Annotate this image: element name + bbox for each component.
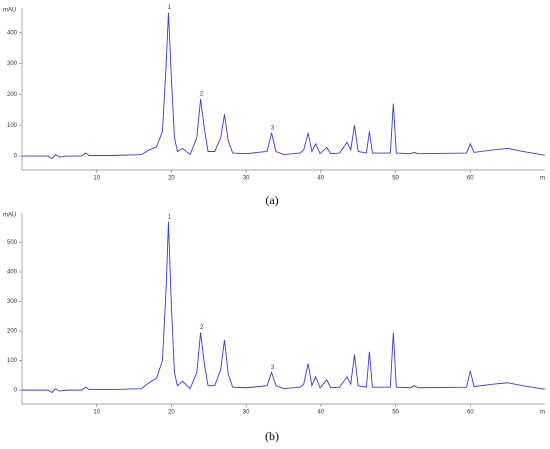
y-tick-label: 400 bbox=[7, 270, 18, 276]
peak-label: 2 bbox=[200, 92, 204, 98]
x-tick-label: 60 bbox=[467, 176, 474, 182]
y-axis-label: mAU bbox=[3, 8, 16, 14]
y-axis-label: mAU bbox=[3, 213, 16, 219]
peak-label: 3 bbox=[271, 365, 275, 371]
x-tick-label: 10 bbox=[93, 176, 100, 182]
y-tick-label: 0 bbox=[14, 154, 18, 160]
x-tick-label: 30 bbox=[243, 410, 250, 416]
x-tick-label: 20 bbox=[168, 176, 175, 182]
y-tick-label: 400 bbox=[7, 30, 18, 36]
x-tick-label: 50 bbox=[392, 410, 399, 416]
x-tick-label: 10 bbox=[93, 410, 100, 416]
y-tick-label: 100 bbox=[7, 123, 18, 129]
y-tick-label: 0 bbox=[14, 388, 18, 394]
x-tick-label: 40 bbox=[318, 176, 325, 182]
y-tick-label: 300 bbox=[7, 61, 18, 67]
peak-label: 1 bbox=[168, 214, 172, 220]
y-tick-label: 300 bbox=[7, 299, 18, 305]
caption: (a) bbox=[265, 193, 278, 207]
x-tick-label: 60 bbox=[467, 410, 474, 416]
y-tick-label: 100 bbox=[7, 358, 18, 364]
y-tick-label: 200 bbox=[7, 329, 18, 335]
chromatogram-line bbox=[22, 12, 546, 160]
x-axis-label: m bbox=[540, 176, 545, 182]
x-tick-label: 50 bbox=[392, 176, 399, 182]
y-tick-label: 500 bbox=[7, 240, 18, 246]
chromatogram-line bbox=[22, 221, 546, 394]
peak-label: 1 bbox=[168, 5, 172, 11]
x-tick-label: 30 bbox=[243, 176, 250, 182]
x-tick-label: 40 bbox=[318, 410, 325, 416]
peak-label: 2 bbox=[200, 325, 204, 331]
x-tick-label: 20 bbox=[168, 410, 175, 416]
x-axis-label: m bbox=[540, 410, 545, 416]
peak-label: 3 bbox=[271, 126, 275, 132]
caption: (b) bbox=[265, 429, 279, 443]
y-tick-label: 200 bbox=[7, 92, 18, 98]
